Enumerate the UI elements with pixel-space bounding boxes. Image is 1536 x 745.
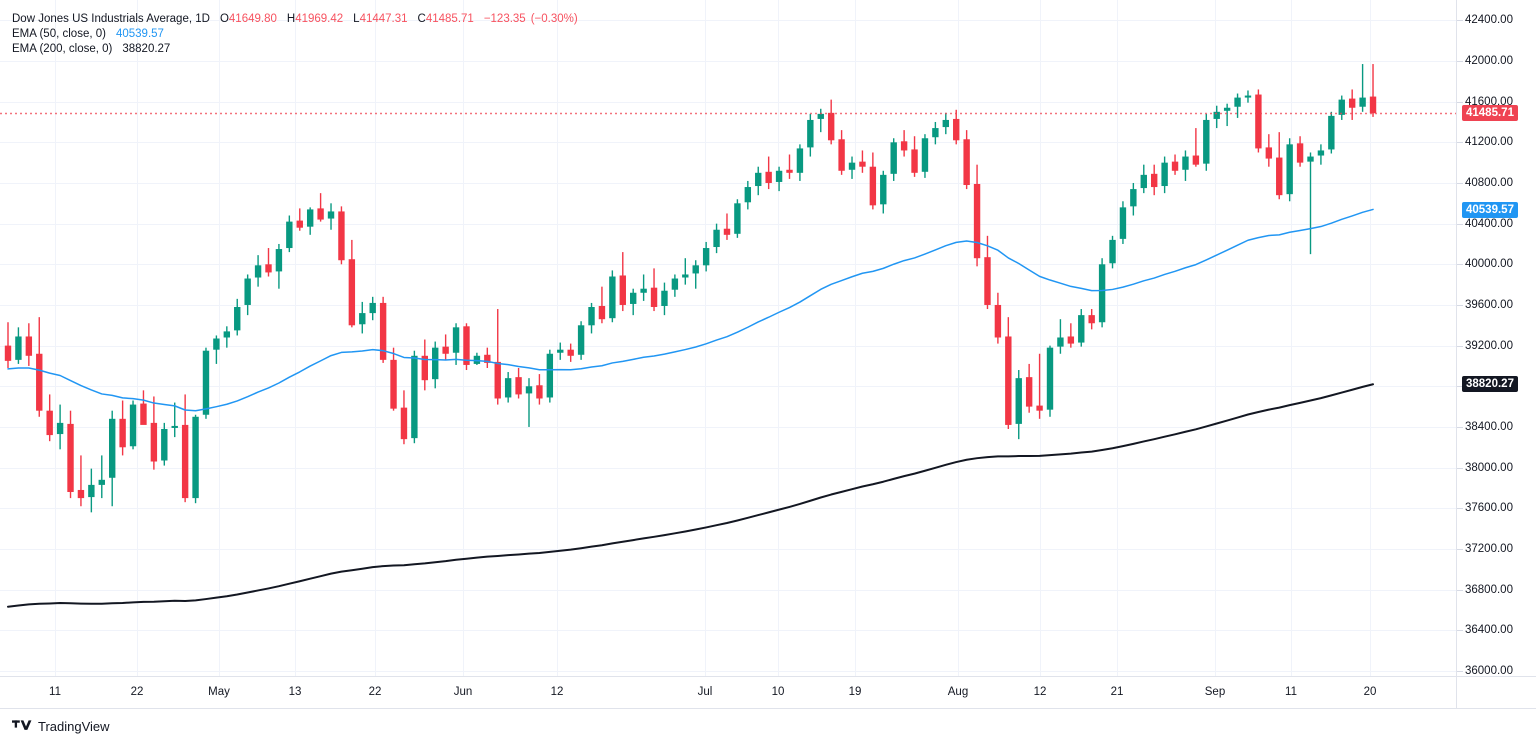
open-value: 41649.80 <box>228 13 277 25</box>
tradingview-logo-text: TradingView <box>38 719 110 734</box>
time-tick-label: 22 <box>368 686 382 698</box>
time-tick-label: 19 <box>848 686 862 698</box>
close-label: C <box>417 13 426 25</box>
price-tick-label: 41200.00 <box>1465 136 1513 149</box>
price-tick-label: 40400.00 <box>1465 217 1513 230</box>
bottom-bar: TradingView <box>0 708 1536 745</box>
price-tick-mark <box>1457 630 1463 632</box>
symbol-title[interactable]: Dow Jones US Industrials Average, 1D <box>12 13 210 25</box>
legend-ohlc-row[interactable]: Dow Jones US Industrials Average, 1D O416… <box>12 12 578 27</box>
ema200-label: EMA (200, close, 0) <box>12 43 113 55</box>
tradingview-logo-icon <box>12 720 32 730</box>
price-tick-label: 42000.00 <box>1465 55 1513 67</box>
ema200-value: 38820.27 <box>122 43 171 55</box>
price-tick-mark <box>1457 426 1463 428</box>
price-tick-mark <box>1457 183 1463 184</box>
price-badge-last-price[interactable]: 41485.71 <box>1462 105 1518 122</box>
time-tick-label: 11 <box>49 686 61 698</box>
high-value: 41969.42 <box>295 13 344 25</box>
time-tick-label: 10 <box>771 686 785 698</box>
price-tick-label: 39200.00 <box>1465 339 1513 352</box>
time-tick-label: 12 <box>550 686 564 698</box>
price-tick-mark <box>1457 508 1463 510</box>
price-tick-label: 38400.00 <box>1465 420 1513 433</box>
time-tick-label: 11 <box>1285 686 1297 698</box>
price-tick-mark <box>1457 61 1463 62</box>
price-tick-label: 42400.00 <box>1465 14 1513 27</box>
time-tick-label: 13 <box>288 686 302 698</box>
price-tick-mark <box>1457 589 1463 591</box>
price-tick-mark <box>1457 101 1463 103</box>
price-tick-mark <box>1457 548 1463 550</box>
price-tick-mark <box>1457 305 1463 306</box>
price-tick-label: 36800.00 <box>1465 583 1513 596</box>
time-tick-label: Jun <box>453 686 473 698</box>
ema50-value: 40539.57 <box>115 28 164 40</box>
time-tick-label: Aug <box>947 686 969 698</box>
high-label: H <box>286 13 296 25</box>
time-tick-label: 21 <box>1110 686 1124 698</box>
price-tick-mark <box>1457 467 1463 469</box>
tradingview-logo[interactable]: TradingView <box>12 719 110 734</box>
change-value: −123.35 <box>483 13 526 25</box>
low-label: L <box>353 13 360 25</box>
price-tick-mark <box>1457 223 1463 225</box>
legend-ema50-row[interactable]: EMA (50, close, 0) 40539.57 <box>12 27 578 42</box>
price-scale[interactable]: 42400.00 42000.00 41600.00 41200.00 40800.00… <box>1456 0 1536 677</box>
price-tick-label: 39600.00 <box>1465 299 1513 311</box>
price-tick-label: 38000.00 <box>1465 461 1513 474</box>
price-tick-label: 37600.00 <box>1465 502 1513 515</box>
time-tick-label: Sep <box>1204 686 1226 698</box>
change-percent: (−0.30%) <box>530 13 578 25</box>
ema50-label: EMA (50, close, 0) <box>12 28 106 40</box>
price-badge-ema50[interactable]: 40539.57 <box>1462 201 1518 218</box>
candlestick-series <box>0 64 1456 608</box>
time-tick-label: 20 <box>1363 686 1377 698</box>
time-scale-corner <box>1456 676 1536 709</box>
time-scale[interactable]: 1122May1322Jun12Jul1019Aug1221Sep1120Oct <box>0 676 1474 709</box>
time-tick-label: Jul <box>697 686 713 698</box>
chart-legend: Dow Jones US Industrials Average, 1D O416… <box>12 12 578 57</box>
price-tick-mark <box>1457 264 1463 266</box>
price-tick-mark <box>1457 670 1463 672</box>
close-value: 41485.71 <box>425 13 474 25</box>
price-tick-mark <box>1457 386 1463 388</box>
price-tick-label: 40800.00 <box>1465 177 1513 189</box>
price-tick-label: 37200.00 <box>1465 542 1513 555</box>
open-label: O <box>219 13 229 25</box>
time-tick-label: May <box>208 686 230 698</box>
time-tick-label: 12 <box>1033 686 1047 698</box>
time-tick-label: 22 <box>130 686 144 698</box>
chart-plot-area[interactable] <box>0 0 1456 676</box>
low-value: 41447.31 <box>359 13 408 25</box>
price-tick-label: 36000.00 <box>1465 664 1513 677</box>
price-tick-mark <box>1457 20 1463 22</box>
price-tick-label: 40000.00 <box>1465 258 1513 271</box>
price-tick-mark <box>1457 345 1463 347</box>
price-badge-ema200[interactable]: 38820.27 <box>1462 376 1518 393</box>
price-tick-label: 36400.00 <box>1465 624 1513 637</box>
legend-ema200-row[interactable]: EMA (200, close, 0) 38820.27 <box>12 42 578 57</box>
price-tick-mark <box>1457 142 1463 144</box>
price-tick-label: 41600.00 <box>1465 95 1513 108</box>
